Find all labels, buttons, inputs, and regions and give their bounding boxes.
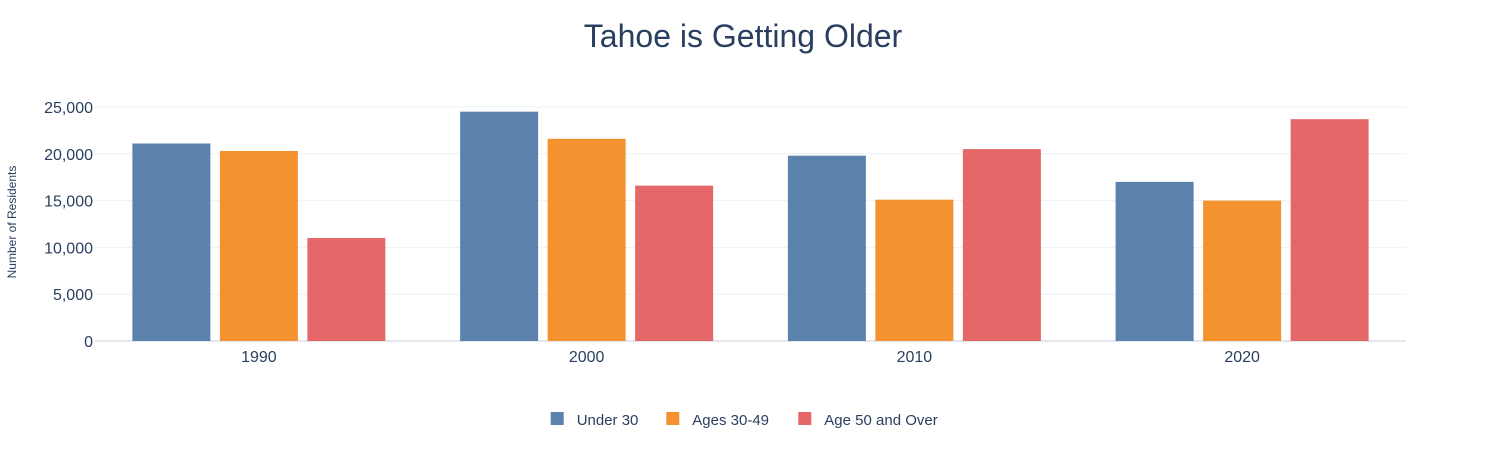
y-axis-label: Number of Residents [5, 166, 19, 279]
bar-ages-30-49-1990 [219, 150, 298, 341]
y-tick-label: 0 [84, 334, 93, 351]
bar-age-50-and-over-2000 [635, 185, 714, 341]
y-tick-label: 20,000 [44, 147, 93, 164]
bar-ages-30-49-2000 [547, 138, 626, 341]
axes: 0 5,000 10,000 15,000 20,000 25,000 1990 2000 20… [44, 100, 1260, 366]
bar-under-30-2000 [460, 111, 539, 342]
bar-age-50-and-over-1990 [307, 238, 386, 341]
chart-title: Tahoe is Getting Older [583, 18, 903, 54]
legend-swatch [550, 412, 564, 425]
bar-ages-30-49-2020 [1203, 200, 1282, 341]
bar-under-30-1990 [132, 143, 211, 341]
legend-label: Ages 30-49 [692, 412, 769, 429]
bar-age-50-and-over-2020 [1290, 119, 1369, 341]
legend: Under 30 Ages 30-49 Age 50 and Over [550, 412, 938, 429]
legend-label: Age 50 and Over [824, 412, 937, 429]
bar-under-30-2020 [1115, 181, 1194, 341]
legend-swatch [666, 412, 680, 425]
bar-under-30-2010 [787, 155, 866, 341]
x-tick-label: 2000 [569, 349, 605, 366]
bar-age-50-and-over-2010 [962, 149, 1041, 341]
y-tick-label: 15,000 [44, 194, 93, 211]
bar-ages-30-49-2010 [875, 199, 954, 341]
y-tick-label: 5,000 [53, 287, 93, 304]
x-tick-label: 2020 [1224, 349, 1260, 366]
x-tick-label: 2010 [897, 349, 933, 366]
y-tick-label: 25,000 [44, 100, 93, 117]
x-tick-label: 1990 [241, 349, 277, 366]
bars [132, 111, 1369, 342]
legend-swatch [798, 412, 812, 425]
legend-label: Under 30 [577, 412, 639, 429]
y-tick-label: 10,000 [44, 240, 93, 257]
